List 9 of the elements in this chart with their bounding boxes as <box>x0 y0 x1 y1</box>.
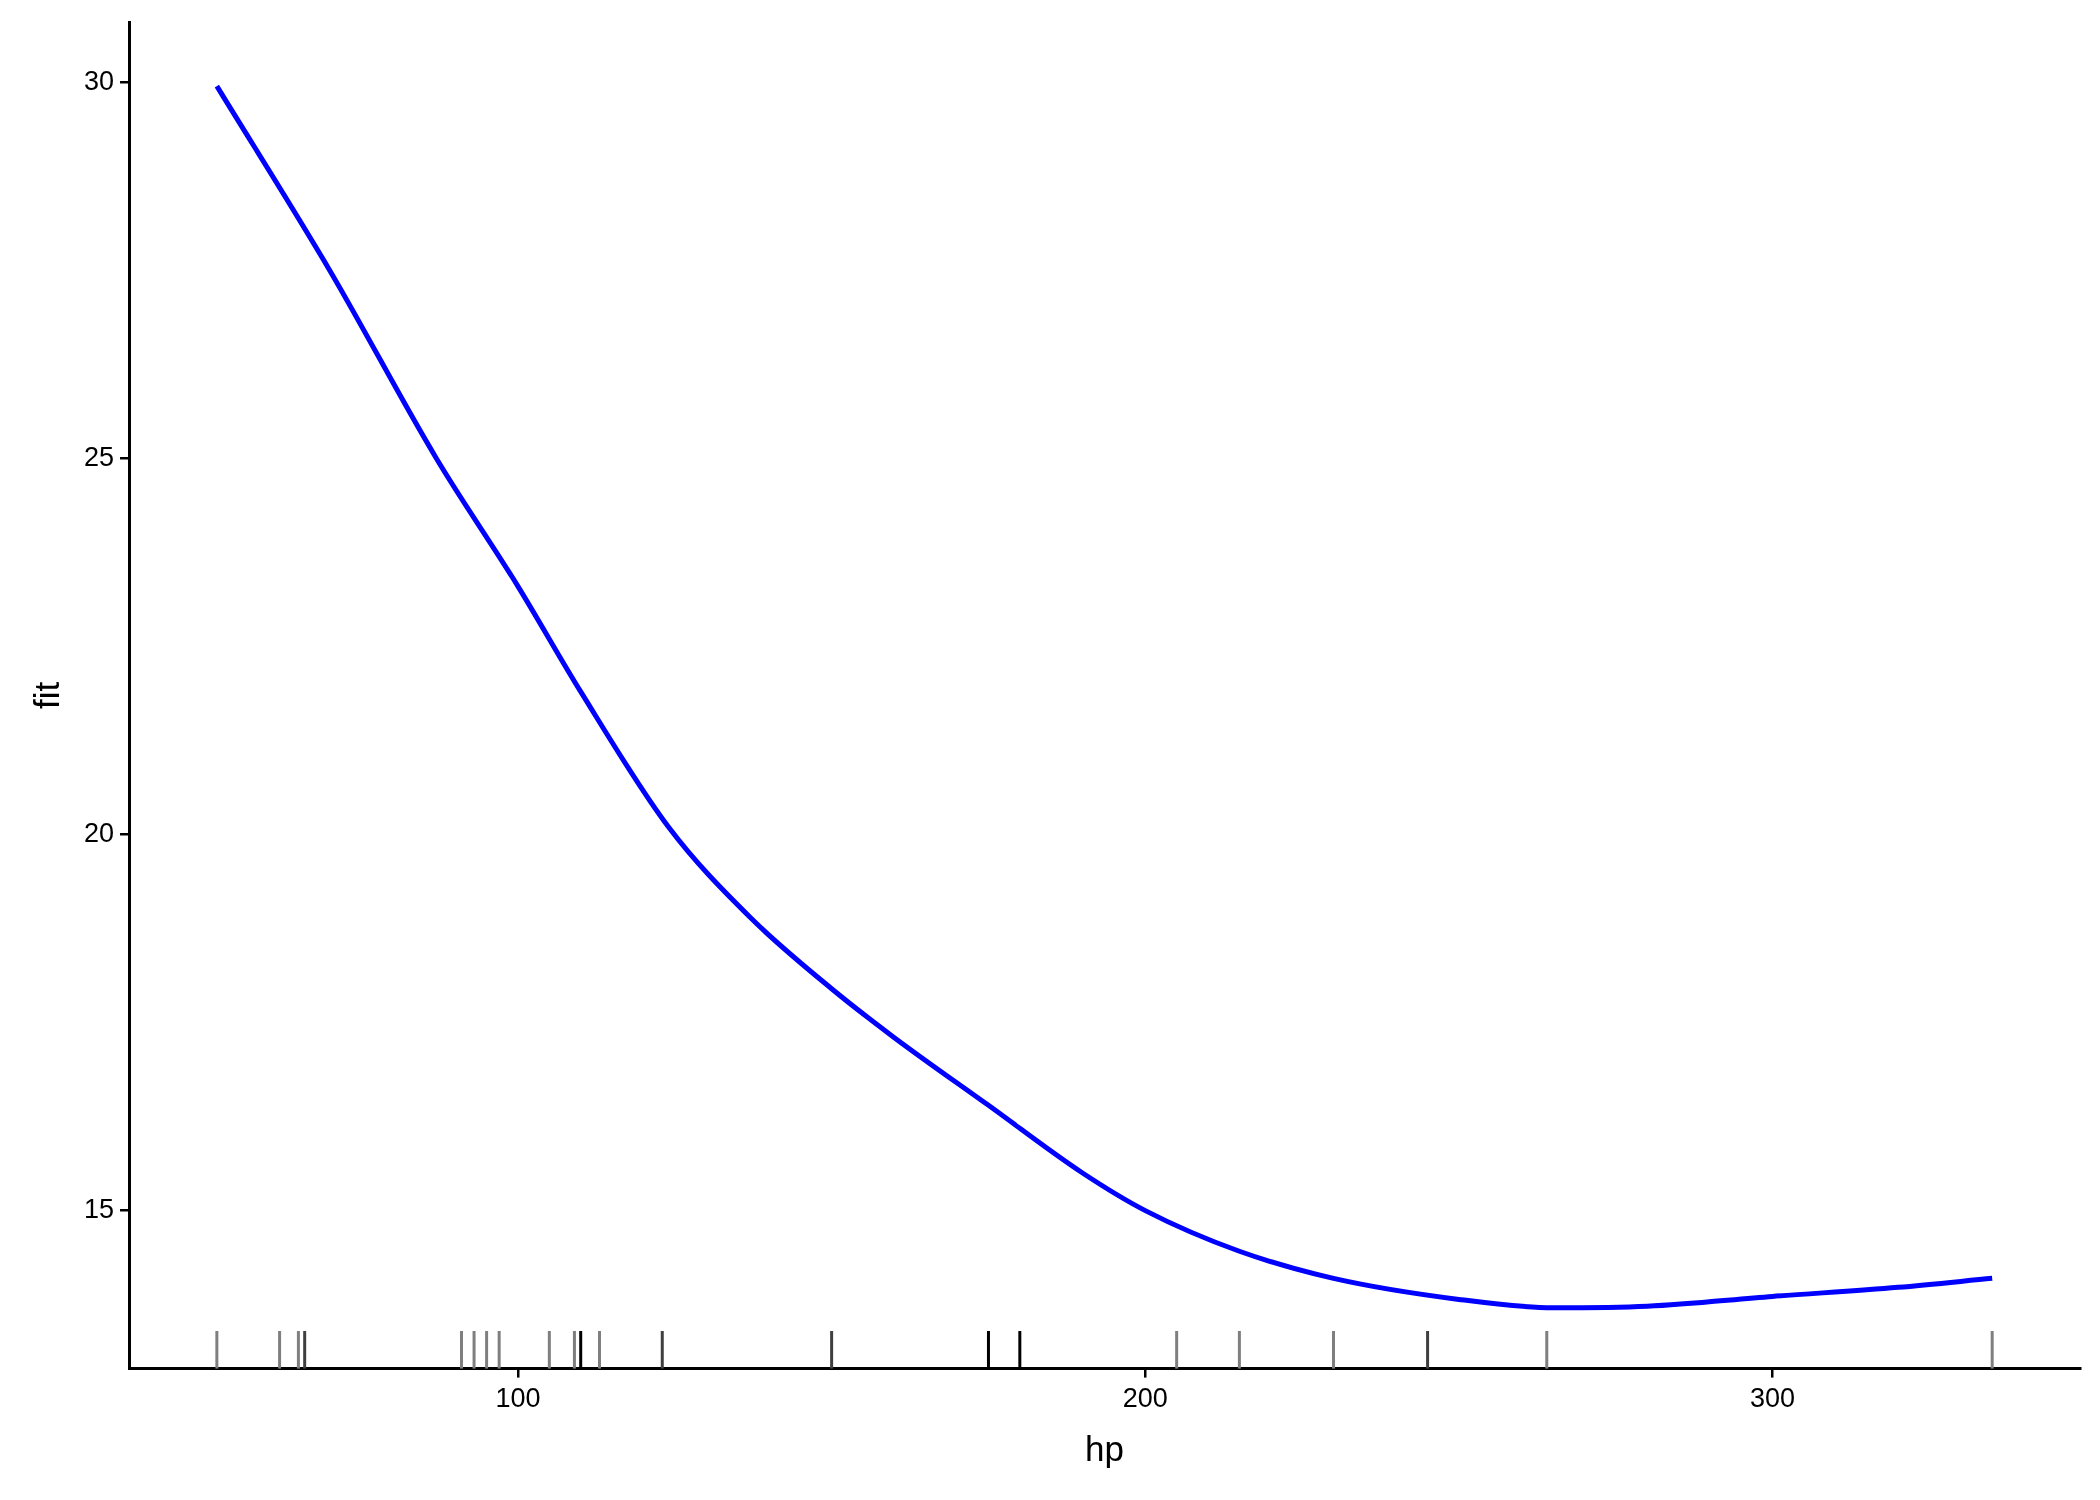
y-tick-label: 25 <box>83 441 115 472</box>
x-tick-label: 200 <box>1122 1383 1168 1414</box>
x-tick-label: 300 <box>1750 1383 1796 1414</box>
y-axis-title: fit <box>26 681 66 710</box>
x-axis-title: hp <box>1085 1428 1124 1468</box>
y-tick-label: 15 <box>83 1194 115 1225</box>
y-tick-label: 20 <box>83 818 115 849</box>
x-tick-label: 100 <box>495 1383 541 1414</box>
y-tick-label: 30 <box>83 65 115 96</box>
